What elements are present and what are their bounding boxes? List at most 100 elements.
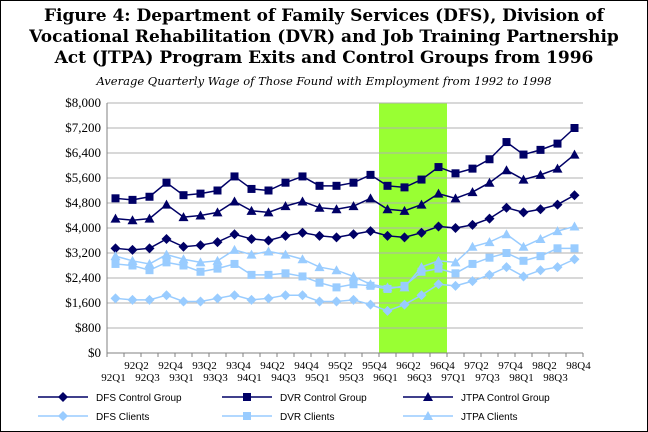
data-point bbox=[280, 230, 291, 241]
legend-item: DVR Control Group bbox=[222, 393, 367, 404]
data-point bbox=[450, 193, 461, 203]
data-point bbox=[161, 233, 172, 244]
x-tick-label: 92Q1 bbox=[101, 372, 125, 384]
data-point bbox=[230, 172, 239, 181]
x-tick-label: 97Q3 bbox=[475, 372, 500, 384]
y-tick-label: $0 bbox=[88, 345, 101, 360]
series-dvr-clients bbox=[111, 244, 579, 293]
data-point bbox=[501, 229, 512, 239]
data-point bbox=[552, 226, 563, 236]
data-point bbox=[110, 293, 121, 304]
data-point bbox=[195, 296, 206, 307]
x-tick-label: 94Q3 bbox=[271, 372, 296, 384]
data-point bbox=[178, 254, 189, 264]
legend-marker bbox=[423, 411, 433, 420]
data-point bbox=[111, 259, 120, 268]
x-tick-label: 95Q3 bbox=[339, 372, 364, 384]
data-point bbox=[229, 244, 240, 254]
x-tick-label: 97Q2 bbox=[464, 360, 488, 372]
series-line bbox=[115, 153, 575, 221]
data-point bbox=[247, 184, 256, 193]
data-point bbox=[349, 280, 358, 289]
data-point bbox=[535, 233, 546, 243]
legend-label: DVR Clients bbox=[280, 412, 334, 423]
data-point bbox=[417, 175, 426, 184]
series-dvr-control-group bbox=[111, 124, 579, 204]
x-tick-label: 96Q3 bbox=[407, 372, 432, 384]
data-point bbox=[382, 204, 393, 214]
data-point bbox=[212, 237, 223, 248]
x-tick-label: 96Q2 bbox=[396, 360, 420, 372]
x-tick-label: 94Q4 bbox=[294, 360, 319, 372]
data-point bbox=[382, 282, 393, 292]
data-point bbox=[212, 293, 223, 304]
chart-title-line-3: Act (JTPA) Program Exits and Control Gro… bbox=[54, 48, 594, 68]
data-point bbox=[264, 270, 273, 279]
data-point bbox=[365, 279, 376, 289]
data-point bbox=[570, 124, 579, 132]
y-tick-label: $4,800 bbox=[65, 195, 101, 210]
y-tick-label: $3,200 bbox=[65, 245, 101, 260]
data-point bbox=[519, 256, 528, 265]
legend-item: DFS Clients bbox=[38, 411, 149, 423]
x-tick-label: 97Q4 bbox=[498, 360, 523, 372]
data-point bbox=[433, 255, 444, 265]
data-point bbox=[552, 163, 563, 173]
legend-marker bbox=[58, 411, 68, 421]
y-tick-label: $5,600 bbox=[65, 170, 101, 185]
data-point bbox=[195, 257, 206, 267]
data-point bbox=[127, 255, 138, 265]
data-point bbox=[246, 233, 257, 244]
data-point bbox=[331, 296, 342, 307]
series-line bbox=[115, 127, 576, 201]
legend-item: JTPA Clients bbox=[403, 411, 518, 423]
data-point bbox=[467, 241, 478, 251]
data-point bbox=[110, 251, 121, 261]
data-point bbox=[263, 207, 274, 217]
x-tick-label: 98Q4 bbox=[566, 360, 591, 372]
legend-item: DFS Control Group bbox=[38, 392, 182, 404]
axes: $0 $800 $1,600 $2,400 $3,200 $4,000 $4,800 $5,6… bbox=[65, 95, 591, 384]
x-tick-label: 96Q1 bbox=[373, 372, 397, 384]
data-point bbox=[434, 264, 443, 273]
y-tick-label: $8,000 bbox=[65, 95, 101, 110]
data-point bbox=[297, 227, 308, 238]
data-point bbox=[399, 205, 410, 215]
legend-label: DFS Control Group bbox=[96, 393, 182, 404]
x-tick-label: 98Q3 bbox=[543, 372, 568, 384]
series-dfs-clients bbox=[110, 254, 580, 316]
data-point bbox=[144, 294, 155, 305]
data-point bbox=[467, 219, 478, 230]
data-point bbox=[366, 170, 375, 179]
data-point bbox=[484, 237, 495, 247]
data-point bbox=[246, 294, 257, 305]
x-tick-label: 96Q4 bbox=[430, 360, 455, 372]
data-point bbox=[484, 177, 495, 187]
legend-marker bbox=[423, 392, 433, 401]
data-point bbox=[467, 187, 478, 197]
data-point bbox=[535, 169, 546, 179]
data-point bbox=[297, 290, 308, 301]
data-point bbox=[162, 178, 171, 187]
data-point bbox=[127, 244, 138, 255]
y-tick-label: $4,000 bbox=[65, 220, 101, 235]
data-point bbox=[145, 266, 154, 275]
data-point bbox=[196, 267, 205, 276]
data-point bbox=[569, 149, 580, 159]
series-line bbox=[115, 194, 575, 251]
data-point bbox=[416, 290, 427, 301]
legend: DFS Control Group DVR Control Group JTPA C… bbox=[38, 392, 550, 423]
data-point bbox=[161, 249, 172, 259]
legend-label: DVR Control Group bbox=[280, 393, 367, 404]
data-point bbox=[349, 178, 358, 187]
data-point bbox=[314, 230, 325, 241]
data-point bbox=[569, 254, 580, 265]
data-point bbox=[297, 254, 308, 264]
data-point bbox=[331, 232, 342, 243]
data-point bbox=[178, 212, 189, 222]
data-point bbox=[178, 241, 189, 252]
data-point bbox=[450, 280, 461, 291]
x-tick-label: 92Q2 bbox=[124, 360, 148, 372]
data-point bbox=[315, 278, 324, 287]
data-point bbox=[552, 199, 563, 210]
